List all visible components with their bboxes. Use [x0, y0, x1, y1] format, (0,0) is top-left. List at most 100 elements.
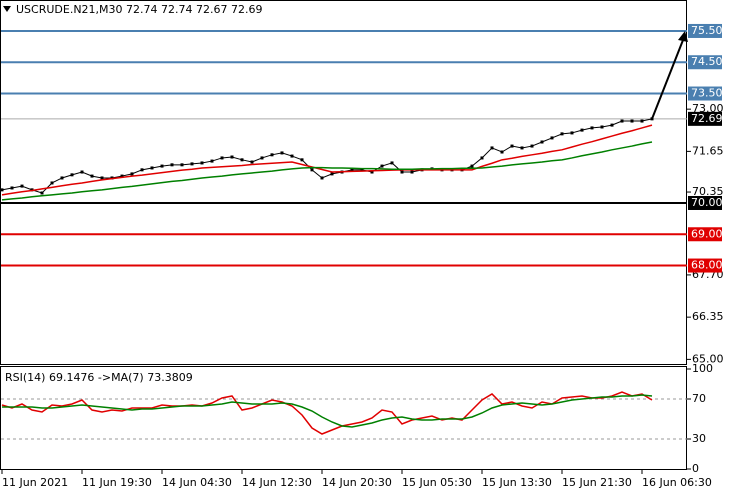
price-frame [0, 0, 687, 365]
price-point [100, 176, 104, 180]
series-line [1, 141, 653, 201]
price-point [300, 158, 304, 162]
price-point [160, 164, 164, 168]
price-point [40, 191, 44, 195]
y-tick-label: 100 [692, 362, 713, 375]
level-label-box [688, 55, 722, 70]
price-point [350, 168, 354, 172]
price-point [210, 159, 214, 163]
price-point [290, 154, 294, 158]
level-label: 74.50 [691, 55, 723, 68]
price-point [80, 170, 84, 174]
level-label-box [688, 23, 722, 38]
series-line [1, 118, 653, 194]
price-point [200, 161, 204, 165]
x-tick-label: 14 Jun 20:30 [322, 476, 392, 489]
price-point [0, 188, 4, 192]
price-point [620, 119, 624, 123]
price-point [170, 163, 174, 167]
price-point [610, 123, 614, 127]
rsi-frame [0, 366, 687, 470]
forecast-arrow [651, 34, 686, 120]
price-point [250, 160, 254, 164]
price-point [470, 164, 474, 168]
level-label-box [688, 258, 722, 273]
price-point [50, 181, 54, 185]
price-point [270, 153, 274, 157]
price-point [410, 170, 414, 174]
level-label: 68.00 [691, 259, 723, 272]
x-tick-label: 15 Jun 05:30 [402, 476, 472, 489]
y-tick-label: 71.65 [692, 144, 724, 157]
x-tick-label: 11 Jun 19:30 [82, 476, 152, 489]
x-tick-label: 16 Jun 06:30 [642, 476, 712, 489]
price-point [370, 170, 374, 174]
price-point [580, 128, 584, 132]
price-point [530, 144, 534, 148]
price-point [570, 131, 574, 135]
price-point [550, 136, 554, 140]
price-point [400, 170, 404, 174]
price-point [390, 161, 394, 165]
series-line [2, 394, 653, 428]
price-point [90, 174, 94, 178]
price-point [510, 144, 514, 148]
price-point [490, 146, 494, 150]
price-point [150, 166, 154, 170]
price-point [600, 125, 604, 129]
x-tick-label: 15 Jun 21:30 [562, 476, 632, 489]
level-label: 72.69 [691, 112, 723, 125]
price-point [630, 119, 634, 123]
level-label: 70.00 [691, 196, 723, 209]
level-label: 73.50 [691, 87, 723, 100]
x-tick-label: 11 Jun 2021 [2, 476, 68, 489]
y-tick-label: 65.00 [692, 352, 724, 365]
y-tick-label: 66.35 [692, 310, 724, 323]
x-tick-label: 14 Jun 04:30 [162, 476, 232, 489]
price-point [120, 174, 124, 178]
y-tick-label: 70 [692, 392, 706, 405]
forecast-arrowhead [678, 30, 688, 42]
price-point [520, 146, 524, 150]
level-label-box [688, 195, 722, 210]
price-point [330, 172, 334, 176]
price-point [380, 164, 384, 168]
y-tick-label: 30 [692, 432, 706, 445]
price-point [20, 184, 24, 188]
price-point [70, 173, 74, 177]
price-point [540, 140, 544, 144]
rsi-title: RSI(14) 69.1476 ->MA(7) 73.3809 [5, 371, 193, 384]
price-point [320, 176, 324, 180]
x-tick-label: 15 Jun 13:30 [482, 476, 552, 489]
price-point [220, 156, 224, 160]
price-point [240, 158, 244, 162]
chart-title: USCRUDE.N21,M30 72.74 72.74 72.67 72.69 [16, 3, 263, 16]
price-point [130, 172, 134, 176]
level-label: 75.50 [691, 24, 723, 37]
level-label-box [688, 227, 722, 242]
collapse-icon [3, 6, 11, 12]
price-point [10, 186, 14, 190]
price-point [480, 156, 484, 160]
level-label-box [688, 111, 722, 126]
price-point [230, 155, 234, 159]
price-point [640, 119, 644, 123]
x-tick-label: 14 Jun 12:30 [242, 476, 312, 489]
price-point [500, 150, 504, 154]
price-point [260, 156, 264, 160]
price-point [560, 132, 564, 136]
price-point [590, 126, 594, 130]
price-point [360, 168, 364, 172]
series-line [1, 391, 653, 435]
y-tick-label: 70.35 [692, 185, 724, 198]
price-point [180, 163, 184, 167]
price-point [280, 151, 284, 155]
price-point [310, 168, 314, 172]
price-point [190, 162, 194, 166]
series-line [1, 124, 653, 196]
y-tick-label: 0 [692, 462, 699, 475]
level-label-box [688, 86, 722, 101]
level-label: 69.00 [691, 227, 723, 240]
